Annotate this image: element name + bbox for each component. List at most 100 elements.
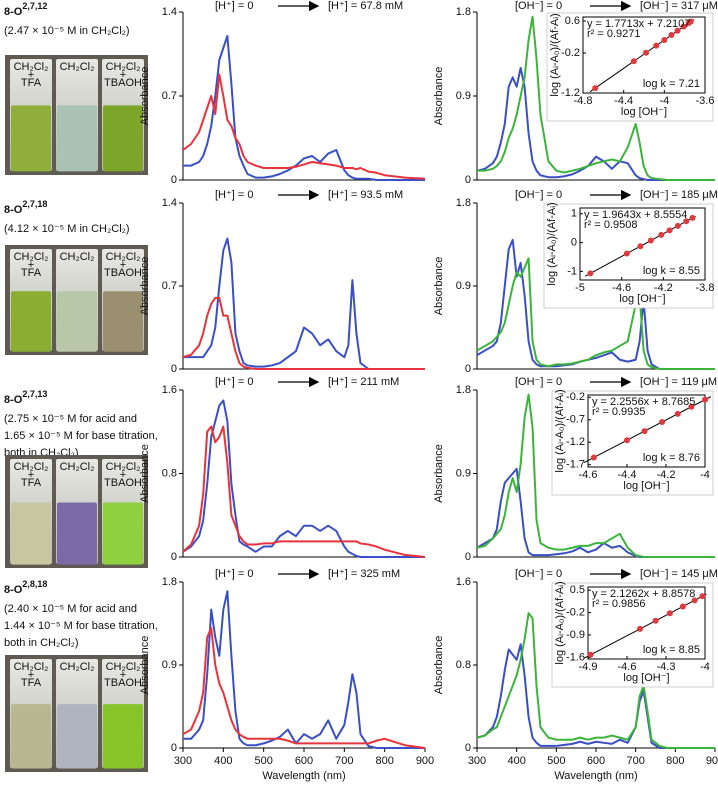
y-tick-label: 0 bbox=[465, 551, 471, 563]
vial-label: TBAOH bbox=[104, 77, 142, 89]
compound-name: 8-O2,7,12 bbox=[4, 1, 47, 18]
x-tick-label: -5 bbox=[575, 282, 585, 294]
vial-label: + bbox=[120, 669, 126, 681]
x-tick-label: 300 bbox=[174, 755, 192, 767]
x-tick-label: -4.3 bbox=[657, 661, 676, 673]
y-tick-label: 0.5 bbox=[570, 584, 585, 596]
x-tick-label: 500 bbox=[547, 755, 565, 767]
data-point bbox=[674, 222, 681, 229]
compound-base: 8-O bbox=[4, 204, 23, 216]
end-condition: [H⁺] = 325 mM bbox=[328, 568, 400, 580]
y-tick-label: -1.6 bbox=[566, 651, 585, 663]
spectrum-line bbox=[183, 35, 425, 181]
spectrum-line bbox=[182, 296, 425, 370]
vial-label: CH₂Cl₂ bbox=[106, 61, 141, 73]
axis-frame bbox=[182, 12, 425, 181]
data-point bbox=[652, 617, 659, 624]
x-tick-label: 600 bbox=[295, 755, 313, 767]
x-axis-title: log [OH⁻] bbox=[623, 672, 669, 684]
vial-label: CH₂Cl₂ bbox=[60, 461, 95, 473]
concentration-note: (2.75 × 10⁻⁵ M for acid and bbox=[4, 413, 137, 425]
y-tick-label: 0.9 bbox=[456, 280, 471, 292]
vial-label: + bbox=[28, 69, 34, 81]
r-squared: r² = 0.9508 bbox=[584, 219, 638, 231]
start-condition: [OH⁻] = 0 bbox=[515, 568, 562, 580]
x-tick-label: -4.4 bbox=[614, 95, 633, 107]
compound-name: 8-O2,7,18 bbox=[4, 199, 47, 216]
vial-label: CH₂Cl₂ bbox=[106, 251, 141, 263]
data-point bbox=[592, 85, 599, 92]
vial-label: TBAOH bbox=[104, 267, 142, 279]
end-condition: [OH⁻] = 185 μM bbox=[640, 189, 718, 201]
vial-label: TFA bbox=[21, 477, 42, 489]
vial-label: TBAOH bbox=[104, 677, 142, 689]
vial-liquid bbox=[103, 291, 143, 352]
x-tick-label: 300 bbox=[468, 755, 486, 767]
data-point bbox=[587, 270, 594, 277]
y-tick-label: -0.2 bbox=[561, 47, 580, 59]
x-tick-label: 900 bbox=[416, 755, 434, 767]
y-tick-label: 0 bbox=[171, 742, 177, 754]
y-tick-label: -1.2 bbox=[566, 436, 585, 448]
vial-liquid bbox=[103, 704, 143, 769]
vial-label: + bbox=[28, 259, 34, 271]
r-squared: r² = 0.9271 bbox=[587, 28, 641, 40]
y-tick-label: -0.2 bbox=[566, 391, 585, 403]
concentration-note: 1.65 × 10⁻⁵ M for base titration, bbox=[4, 430, 158, 442]
x-tick-label: 800 bbox=[375, 755, 393, 767]
compound-base: 8-O bbox=[4, 6, 23, 18]
y-tick-label: -1 bbox=[567, 265, 577, 277]
data-point bbox=[641, 428, 648, 435]
spectrum-line bbox=[476, 67, 715, 181]
y-tick-label: 0 bbox=[171, 174, 177, 186]
inset-background bbox=[546, 12, 714, 122]
data-point bbox=[689, 214, 696, 221]
y-tick-label: 1 bbox=[571, 208, 577, 220]
x-tick-label: -4.2 bbox=[654, 282, 673, 294]
compound-base: 8-O bbox=[4, 584, 23, 596]
vial-liquid bbox=[57, 105, 97, 172]
data-point bbox=[666, 610, 673, 617]
y-axis-title: Absorbance bbox=[433, 444, 445, 503]
x-tick-label: -4.6 bbox=[618, 661, 637, 673]
spectrum-line bbox=[182, 627, 426, 749]
spectrum-line bbox=[476, 393, 715, 558]
data-point bbox=[630, 58, 637, 65]
vial-label: CH₂Cl₂ bbox=[14, 661, 49, 673]
spectrum-line bbox=[476, 612, 715, 749]
vial-label: + bbox=[120, 259, 126, 271]
inset-frame bbox=[582, 16, 706, 94]
x-tick-label: -3.8 bbox=[696, 282, 715, 294]
spectrum-line bbox=[182, 425, 426, 558]
data-point bbox=[702, 396, 708, 403]
x-axis-title: log [OH⁻] bbox=[621, 106, 667, 118]
x-tick-label: 400 bbox=[507, 755, 525, 767]
data-point bbox=[674, 27, 681, 34]
x-tick-label: -4.6 bbox=[579, 469, 598, 481]
x-tick-label: -4.8 bbox=[574, 95, 593, 107]
y-tick-label: 0 bbox=[465, 363, 471, 375]
vial-label: TFA bbox=[21, 267, 42, 279]
y-tick-label: 1.8 bbox=[456, 6, 471, 18]
y-tick-label: 0.8 bbox=[456, 659, 471, 671]
start-condition: [OH⁻] = 0 bbox=[515, 376, 562, 388]
spectrum-line bbox=[183, 237, 425, 370]
data-point bbox=[668, 32, 675, 38]
x-tick-label: 400 bbox=[214, 755, 232, 767]
start-condition: [H⁺] = 0 bbox=[215, 0, 254, 12]
y-tick-label: 0.9 bbox=[456, 467, 471, 479]
fit-equation: y = 1.9643x + 8.5554 bbox=[584, 209, 687, 221]
x-tick-label: -3.6 bbox=[696, 95, 715, 107]
data-point bbox=[623, 250, 630, 257]
y-axis-title: log (Aᵢ-A₀)/(Af-Aᵢ) bbox=[546, 202, 558, 285]
x-tick-label: -4 bbox=[700, 469, 710, 481]
inset-background bbox=[551, 390, 714, 496]
compound-superscript: 2,7,18 bbox=[22, 199, 47, 209]
vial-label: CH₂Cl₂ bbox=[60, 661, 95, 673]
y-tick-label: -0.2 bbox=[566, 607, 585, 619]
y-axis-title: Absorbance bbox=[139, 636, 151, 695]
y-tick-label: 0.9 bbox=[162, 659, 177, 671]
y-tick-label: 0.7 bbox=[162, 280, 177, 292]
end-condition: [OH⁻] = 317 μM bbox=[640, 0, 718, 12]
